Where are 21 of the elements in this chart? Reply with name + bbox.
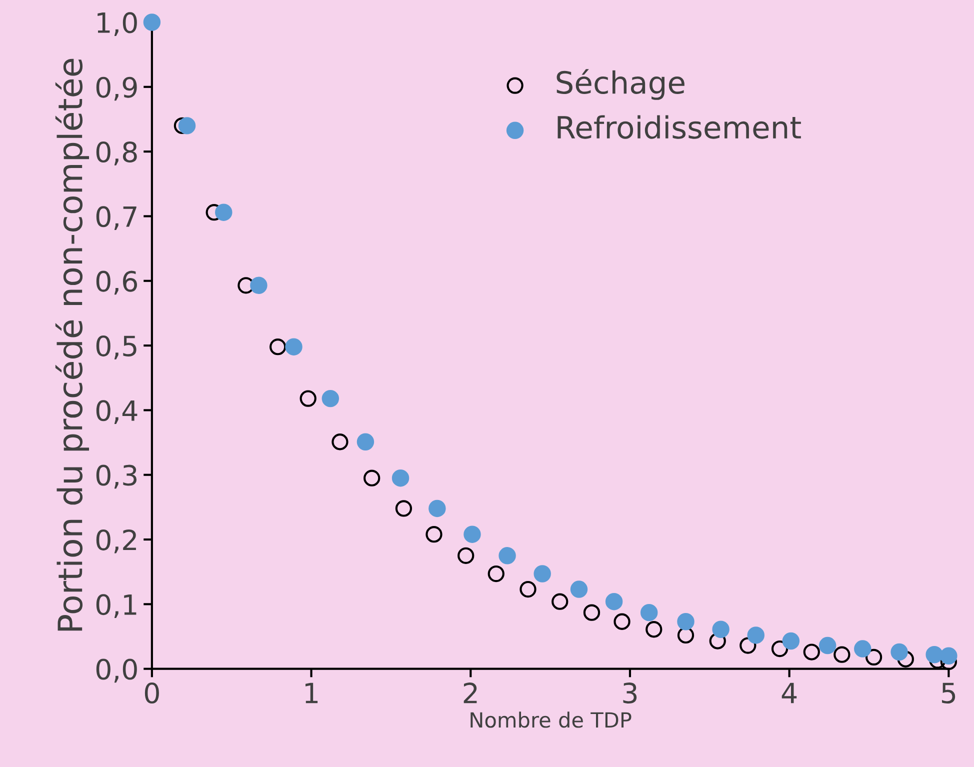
x-tick-label: 4 (782, 682, 797, 704)
y-tick-label: 0,2 (96, 529, 136, 554)
y-axis-title: Portion du procédé non-complétée (55, 58, 90, 631)
x-tick-label: 0 (144, 682, 159, 704)
y-tick-label: 0,9 (96, 76, 137, 101)
x-tick-label: 3 (623, 682, 637, 704)
x-tick-label: 1 (306, 682, 318, 704)
x-axis-title: Nombre de TDP (470, 712, 632, 728)
y-tick-label: 0,1 (96, 594, 136, 618)
y-tick-label: 1,0 (98, 12, 137, 36)
y-tick-label: 0,7 (96, 206, 136, 230)
legend-label: Refroidissement (558, 115, 801, 139)
legend-label: Séchage (556, 69, 684, 100)
y-tick-label: 0,3 (96, 464, 137, 489)
x-tick-label: 5 (942, 682, 956, 704)
y-tick-label: 0,6 (96, 270, 137, 295)
y-tick-label: 0,8 (96, 141, 137, 166)
x-tick-label: 2 (464, 682, 477, 704)
y-tick-label: 0,5 (96, 335, 136, 360)
y-tick-label: 0,4 (96, 400, 138, 424)
y-tick-label: 0,0 (96, 658, 137, 683)
